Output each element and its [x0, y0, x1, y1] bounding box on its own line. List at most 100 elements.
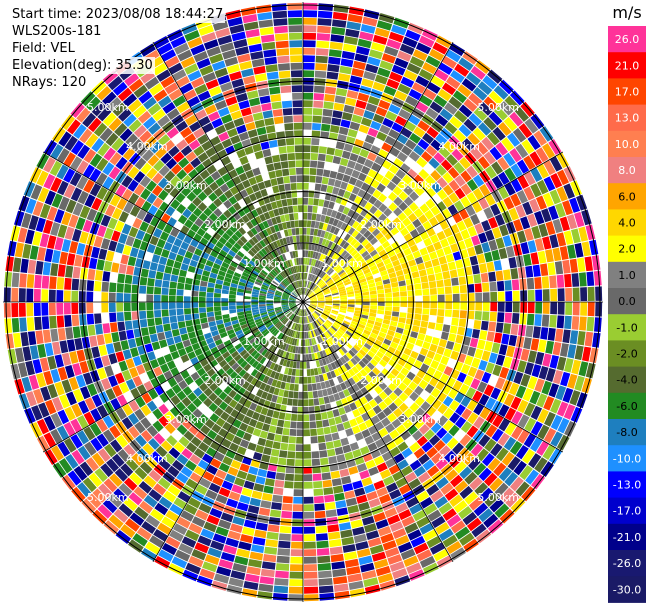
velocity-gate: [170, 322, 179, 330]
velocity-gate: [393, 246, 403, 254]
velocity-gate: [458, 318, 467, 328]
velocity-gate: [304, 265, 307, 273]
velocity-gate: [307, 205, 313, 213]
velocity-gate: [354, 292, 362, 297]
velocity-gate: [166, 435, 178, 447]
velocity-gate: [408, 179, 419, 191]
velocity-gate: [335, 211, 343, 220]
velocity-gate: [310, 304, 317, 308]
velocity-gate: [35, 330, 44, 345]
velocity-gate: [13, 332, 22, 348]
velocity-gate: [115, 529, 132, 545]
velocity-gate: [254, 281, 262, 286]
velocity-gate: [520, 242, 530, 255]
velocity-gate: [335, 172, 345, 181]
velocity-gate: [278, 314, 285, 320]
velocity-gate: [369, 544, 384, 555]
velocity-gate: [131, 311, 139, 320]
velocity-gate: [193, 51, 209, 63]
velocity-gate: [417, 262, 426, 271]
velocity-gate: [221, 480, 234, 491]
velocity-gate: [332, 274, 339, 280]
velocity-gate: [420, 151, 433, 163]
velocity-gate: [239, 494, 251, 505]
velocity-gate: [572, 287, 580, 302]
velocity-gate: [406, 62, 421, 75]
velocity-gate: [295, 369, 300, 377]
velocity-gate: [587, 302, 595, 317]
velocity-gate: [307, 290, 312, 297]
velocity-gate: [264, 265, 272, 272]
velocity-gate: [317, 161, 325, 169]
velocity-gate: [153, 246, 163, 256]
velocity-gate: [483, 472, 498, 487]
velocity-gate: [387, 249, 396, 258]
velocity-gate: [464, 471, 478, 485]
velocity-gate: [208, 111, 220, 122]
velocity-gate: [454, 416, 467, 429]
velocity-gate: [288, 299, 296, 302]
velocity-gate: [314, 183, 322, 191]
velocity-gate: [244, 146, 254, 155]
velocity-gate: [513, 460, 527, 476]
range-ring-label: 5.00km: [477, 491, 519, 504]
velocity-gate: [270, 315, 278, 321]
nrays-label: NRays: 120: [10, 74, 89, 91]
velocity-gate: [383, 396, 393, 406]
velocity-gate: [455, 334, 464, 344]
range-ring-label: 4.00km: [438, 452, 480, 465]
velocity-gate: [236, 548, 250, 558]
velocity-gate: [352, 280, 360, 286]
velocity-gate: [122, 349, 132, 360]
velocity-gate: [482, 282, 490, 292]
velocity-gate: [113, 508, 129, 523]
velocity-gate: [222, 455, 233, 466]
velocity-gate: [259, 271, 267, 278]
velocity-gate: [102, 498, 118, 514]
colorbar-swatch: [608, 340, 646, 368]
velocity-gate: [61, 379, 72, 394]
velocity-gate: [472, 188, 484, 201]
velocity-gate: [340, 529, 353, 539]
velocity-gate: [213, 573, 230, 584]
velocity-gate: [394, 264, 402, 272]
velocity-gate: [273, 387, 280, 396]
velocity-gate: [556, 315, 565, 329]
velocity-gate: [242, 381, 250, 390]
velocity-gate: [35, 372, 47, 388]
velocity-gate: [595, 286, 603, 301]
velocity-gate: [305, 250, 309, 258]
velocity-gate: [311, 451, 320, 459]
velocity-gate: [82, 219, 93, 233]
velocity-gate: [315, 413, 322, 421]
velocity-gate: [186, 402, 197, 413]
velocity-gate: [57, 327, 66, 341]
velocity-gate: [409, 132, 421, 144]
velocity-gate: [357, 189, 366, 198]
velocity-gate: [174, 549, 191, 562]
velocity-gate: [307, 384, 313, 392]
velocity-gate: [154, 286, 162, 295]
velocity-gate: [308, 291, 314, 297]
velocity-gate: [339, 522, 352, 531]
velocity-gate: [420, 275, 429, 283]
velocity-gate: [269, 86, 281, 95]
velocity-gate: [342, 335, 350, 342]
velocity-gate: [198, 212, 208, 222]
velocity-gate: [166, 258, 175, 268]
velocity-gate: [247, 558, 262, 568]
velocity-gate: [415, 75, 430, 88]
velocity-gate: [311, 458, 321, 466]
velocity-gate: [339, 326, 347, 333]
velocity-gate: [367, 279, 375, 285]
velocity-gate: [322, 108, 333, 117]
velocity-gate: [272, 355, 279, 363]
velocity-gate: [170, 227, 180, 238]
velocity-gate: [308, 353, 313, 361]
velocity-gate: [257, 335, 264, 342]
velocity-gate: [259, 337, 266, 344]
velocity-gate: [197, 535, 212, 547]
velocity-gate: [193, 448, 205, 459]
velocity-gate: [108, 240, 118, 252]
